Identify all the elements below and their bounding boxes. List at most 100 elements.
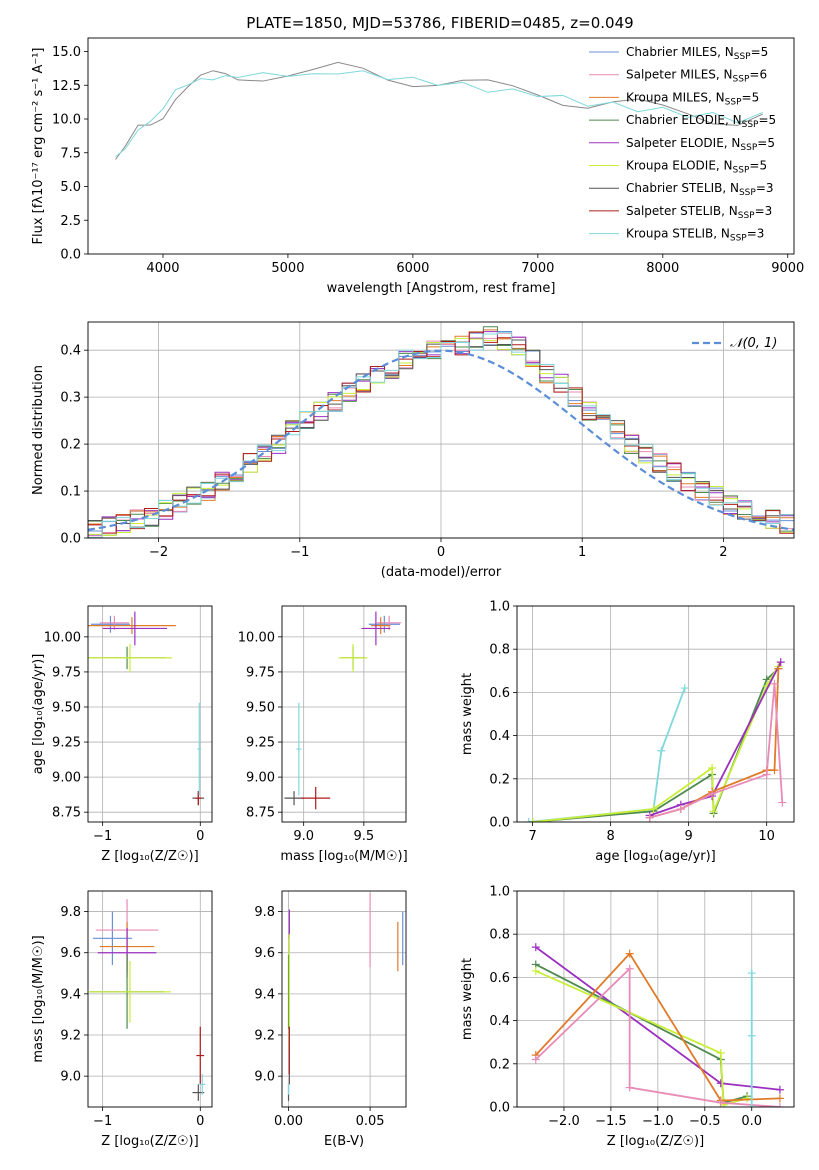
- weight-line: [532, 666, 780, 822]
- weight-marker: [708, 789, 717, 798]
- y-tick-label: 9.8: [254, 905, 275, 920]
- x-tick-label: 0: [437, 545, 445, 560]
- panel-residuals: −2 −1 0 1 2 0.0 0.1 0.2 0.3 0.4 (data-model)/error…: [31, 321, 795, 580]
- legend-subscript: SSP: [734, 52, 751, 62]
- y-tick-label: 9.00: [246, 771, 275, 786]
- x-tick-label: 5000: [271, 261, 304, 276]
- legend-label: Salpeter MILES, NSSP=6: [626, 68, 767, 85]
- y-tick-label: 0.2: [489, 772, 510, 787]
- panel-age-vs-Z: −1 0 8.75 9.00 9.25 9.50 9.75 10.00 Z [log₁₀(Z/Z…: [31, 605, 213, 864]
- weight-marker: [747, 969, 756, 978]
- legend-label: Salpeter STELIB, NSSP=3: [626, 204, 772, 221]
- x-tick-label: 9.5: [354, 829, 375, 844]
- weight-marker: [531, 1055, 540, 1064]
- weight-marker: [676, 805, 685, 814]
- y-tick-label: 0.0: [60, 248, 81, 263]
- y-tick-label: 9.75: [246, 665, 275, 680]
- x-tick-label: −0.5: [689, 1114, 721, 1129]
- weight-marker: [774, 664, 783, 673]
- weight-marker: [709, 807, 718, 816]
- legend-count: =3: [756, 181, 774, 195]
- legend-subscript: SSP: [733, 166, 750, 176]
- weight-marker: [716, 1079, 725, 1088]
- axes-frame: [281, 605, 407, 823]
- y-tick-label: 1.0: [489, 600, 510, 615]
- y-tick-label: 0.4: [489, 729, 510, 744]
- plot-area-mass-vs-Z: [88, 899, 206, 1101]
- x-tick-label: 0: [196, 829, 204, 844]
- y-tick-label: 9.4: [60, 987, 81, 1002]
- x-tick-label: −1.0: [642, 1114, 674, 1129]
- legend-label: Salpeter ELODIE, NSSP=5: [626, 136, 775, 153]
- weight-marker: [524, 818, 533, 822]
- weight-marker: [531, 943, 540, 952]
- hist-step: [88, 332, 794, 538]
- y-tick-label: 0.8: [489, 643, 510, 658]
- x-tick-label: 0.05: [356, 1114, 385, 1129]
- y-tick-label: 1.0: [489, 885, 510, 900]
- weight-marker: [657, 746, 666, 755]
- legend-count: =5: [758, 113, 776, 127]
- y-tick-label: 9.25: [52, 736, 81, 751]
- x-tick-label: −2.0: [548, 1114, 580, 1129]
- gaussian-legend-label: 𝒩(0, 1): [730, 336, 777, 351]
- weight-marker: [743, 1094, 752, 1103]
- x-tick-label: 8: [606, 829, 614, 844]
- y-tick-label: 8.75: [246, 806, 275, 821]
- plot-area-age-vs-mass: [284, 611, 402, 810]
- weight-marker: [716, 1098, 725, 1107]
- y-axis-label: mass [log₁₀(M/M☉)]: [31, 935, 46, 1062]
- plot-area-age-vs-Z: [88, 611, 205, 806]
- weight-marker: [625, 964, 634, 973]
- weight-marker: [775, 1094, 784, 1103]
- weight-marker: [716, 1049, 725, 1057]
- x-axis-label: age [log₁₀(age/yr)]: [595, 849, 716, 864]
- spectrum-legend: Chabrier MILES, NSSP=5 Salpeter MILES, NS…: [589, 45, 776, 244]
- y-tick-label: 9.2: [60, 1029, 81, 1044]
- x-tick-label: −2: [149, 545, 168, 560]
- x-axis-label: E(B-V): [324, 1134, 364, 1149]
- plot-area-mass-vs-ebv: [287, 893, 404, 1101]
- y-tick-label: 0.3: [60, 391, 81, 406]
- legend-subscript: SSP: [742, 120, 759, 130]
- y-tick-label: 0.0: [489, 816, 510, 831]
- x-tick-label: −1.5: [595, 1114, 627, 1129]
- x-tick-label: 2: [719, 545, 727, 560]
- legend-count: =5: [757, 136, 775, 150]
- axes-frame: [87, 37, 795, 255]
- x-axis-label: mass [log₁₀(M/M☉)]: [280, 849, 407, 864]
- y-tick-label: 0.6: [489, 686, 510, 701]
- x-tick-label: 0: [196, 1114, 204, 1129]
- legend-count: =6: [749, 68, 767, 82]
- legend-count: =5: [751, 45, 769, 59]
- spectrum-line-data: [115, 61, 763, 160]
- legend-label: Chabrier STELIB, NSSP=3: [626, 181, 774, 198]
- x-tick-label: 9.0: [293, 829, 314, 844]
- axes-frame: [87, 890, 213, 1108]
- y-tick-label: 9.8: [60, 905, 81, 920]
- y-axis-label: Normed distribution: [31, 365, 46, 495]
- legend-label: Chabrier MILES, NSSP=5: [626, 45, 768, 62]
- x-axis-label: Z [log₁₀(Z/Z☉)]: [607, 1134, 704, 1149]
- plot-area-residuals: [88, 326, 794, 538]
- y-tick-label: 0.1: [60, 485, 81, 500]
- weight-marker: [680, 684, 689, 693]
- y-tick-label: 10.00: [44, 630, 81, 645]
- x-tick-label: 4000: [146, 261, 179, 276]
- y-tick-label: 0.4: [60, 344, 81, 359]
- y-tick-label: 12.5: [52, 79, 81, 94]
- x-tick-label: 0.00: [274, 1114, 303, 1129]
- y-tick-label: 9.0: [254, 1070, 275, 1085]
- legend-subscript: SSP: [739, 188, 756, 198]
- legend-label: Kroupa ELODIE, NSSP=5: [626, 159, 767, 176]
- x-tick-label: 1: [578, 545, 586, 560]
- weight-marker: [625, 1083, 634, 1092]
- plot-area-massweight-vs-age: [524, 658, 787, 822]
- x-tick-label: 9: [685, 829, 693, 844]
- figure-title: PLATE=1850, MJD=53786, FIBERID=0485, z=0…: [246, 14, 633, 32]
- weight-line: [535, 952, 780, 1102]
- panel-massweight-vs-Z: −2.0 −1.5 −1.0 −0.5 0.0 0.0 0.2 0.4 0.6 0.8 1.0 Z […: [460, 885, 795, 1149]
- weight-marker: [776, 658, 785, 667]
- panel-massweight-vs-age: 7 8 9 10 0.0 0.2 0.4 0.6 0.8 1.0 age [log₁₀(age/yr…: [460, 600, 795, 864]
